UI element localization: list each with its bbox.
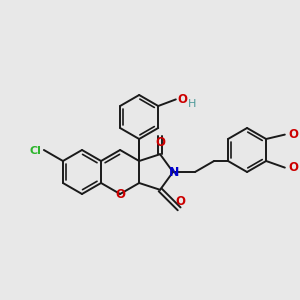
Text: O: O xyxy=(289,128,299,141)
Text: O: O xyxy=(178,93,188,106)
Text: O: O xyxy=(175,195,185,208)
Text: O: O xyxy=(115,188,125,200)
Text: O: O xyxy=(289,161,299,174)
Text: N: N xyxy=(169,166,179,178)
Text: H: H xyxy=(188,99,196,110)
Text: Cl: Cl xyxy=(30,146,42,156)
Text: O: O xyxy=(155,136,165,149)
